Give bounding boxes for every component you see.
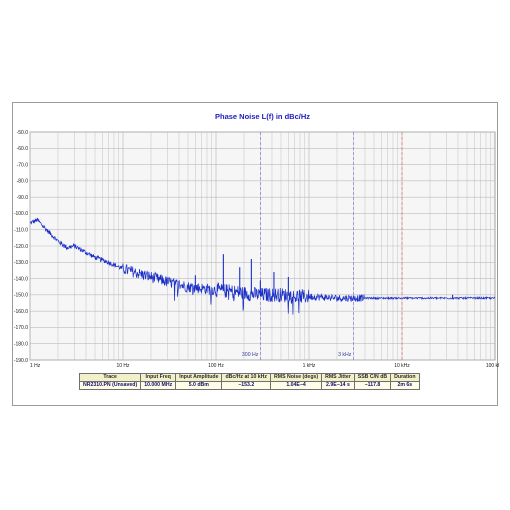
y-tick-label: -50.0 [17,130,29,136]
marker-label: 300 Hz [242,352,259,358]
y-tick-label: -190.0 [14,358,28,364]
header-dbc-at-10khz: dBc/Hz at 10 kHz [221,373,271,382]
cell-dbc-at-10khz: −153.2 [221,381,271,390]
y-tick-label: -60.0 [17,146,29,152]
header-ssb-cn: SSB C/N dB [353,373,392,382]
cell-ssb-cn: −117.8 [353,381,392,390]
phase-noise-chart: 300 Hz 3 kHz Phase Noise L(f) in dBc/Hz -50… [14,112,499,369]
y-tick-label: -70.0 [17,162,29,168]
y-tick-label: -140.0 [14,276,28,282]
cell-input-amplitude: 5.0 dBm [175,381,223,390]
y-tick-label: -160.0 [14,309,28,315]
cell-rms-noise: 1.04E−4 [269,381,323,390]
header-input-amplitude: Input Amplitude [175,373,223,382]
cell-trace: NR2310.PN (Unsaved) [78,381,142,390]
cell-rms-jitter: 2.9E−14 s [321,381,355,390]
x-tick-label: 1 kHz [303,363,316,369]
chart-frame: 300 Hz 3 kHz Phase Noise L(f) in dBc/Hz -50… [12,102,499,406]
header-rms-noise: RMS Noise (degs) [269,373,323,382]
phase-noise-trace [29,217,496,315]
y-tick-label: -150.0 [14,293,28,299]
y-tick-label: -110.0 [14,228,28,234]
cell-input-freq: 10.000 MHz [140,381,177,390]
y-tick-label: -100.0 [14,211,28,217]
header-rms-jitter: RMS Jitter [321,373,355,382]
y-tick-label: -80.0 [17,179,29,185]
cell-duration: 2m 6s [390,381,420,390]
y-tick-label: -170.0 [14,325,28,331]
x-tick-label: 10 kHz [394,363,410,369]
y-tick-label: -90.0 [17,195,29,201]
table-row[interactable]: NR2310.PN (Unsaved) 10.000 MHz 5.0 dBm −… [78,381,420,390]
y-tick-label: -120.0 [14,244,28,250]
marker-label: 3 kHz [338,352,352,358]
table-header-row: Trace Input Freq Input Amplitude dBc/Hz … [78,373,420,382]
chart-title: Phase Noise L(f) in dBc/Hz [215,112,310,121]
x-tick-label: 100 kHz [486,363,499,369]
measurement-table: Trace Input Freq Input Amplitude dBc/Hz … [78,373,420,390]
x-tick-label: 100 Hz [208,363,224,369]
header-duration: Duration [390,373,420,382]
header-trace: Trace [78,373,142,382]
header-input-freq: Input Freq [140,373,177,382]
y-tick-label: -180.0 [14,342,28,348]
y-tick-label: -130.0 [14,260,28,266]
x-tick-label: 10 Hz [116,363,130,369]
x-tick-label: 1 Hz [30,363,41,369]
